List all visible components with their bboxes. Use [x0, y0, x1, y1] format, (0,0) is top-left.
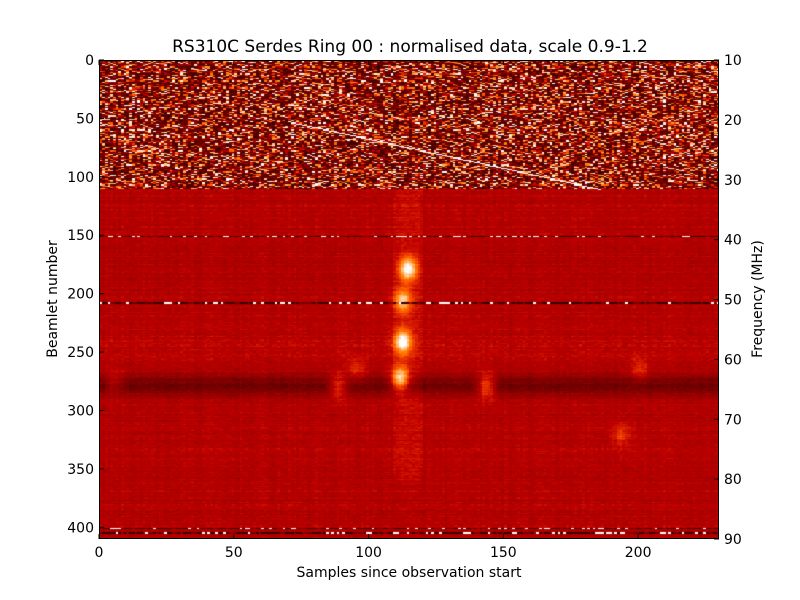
heatmap-area [99, 60, 719, 539]
y2-tick-label: 20 [724, 113, 742, 129]
x-tick-label: 50 [225, 545, 243, 561]
y2-tick-label: 80 [724, 472, 742, 488]
y2-tick-label: 50 [724, 293, 742, 309]
y-axis-label: Beamlet number [45, 240, 61, 358]
x-tick-label: 0 [95, 545, 104, 561]
x-tick-label: 150 [490, 545, 517, 561]
y-tick-label: 0 [85, 53, 94, 69]
y-tick-label: 350 [67, 462, 94, 478]
y2-tick-label: 40 [724, 233, 742, 249]
y2-tick-label: 90 [724, 532, 742, 548]
x-tick-label: 100 [355, 545, 382, 561]
y-tick-label: 200 [67, 287, 94, 303]
y-tick-label: 150 [67, 228, 94, 244]
x-axis-label: Samples since observation start [297, 565, 522, 581]
y2-tick-label: 10 [724, 53, 742, 69]
y-tick-label: 400 [67, 520, 94, 536]
chart-title: RS310C Serdes Ring 00 : normalised data,… [172, 37, 648, 57]
y2-tick-label: 60 [724, 352, 742, 368]
y-tick-label: 100 [67, 170, 94, 186]
y2-tick-label: 70 [724, 412, 742, 428]
y2-axis-label: Frequency (MHz) [750, 240, 766, 358]
x-axis: 0 50 100 150 200 [95, 60, 652, 561]
y-tick-label: 50 [76, 111, 94, 127]
y2-tick-label: 30 [724, 173, 742, 189]
x-tick-label: 200 [625, 545, 652, 561]
heatmap-canvas [99, 60, 719, 539]
y-tick-label: 300 [67, 403, 94, 419]
y-axis-right: 10 20 30 40 50 60 70 80 90 [714, 53, 742, 548]
y-axis-left: 0 50 100 150 200 250 300 350 400 [67, 53, 104, 536]
y-tick-label: 250 [67, 345, 94, 361]
